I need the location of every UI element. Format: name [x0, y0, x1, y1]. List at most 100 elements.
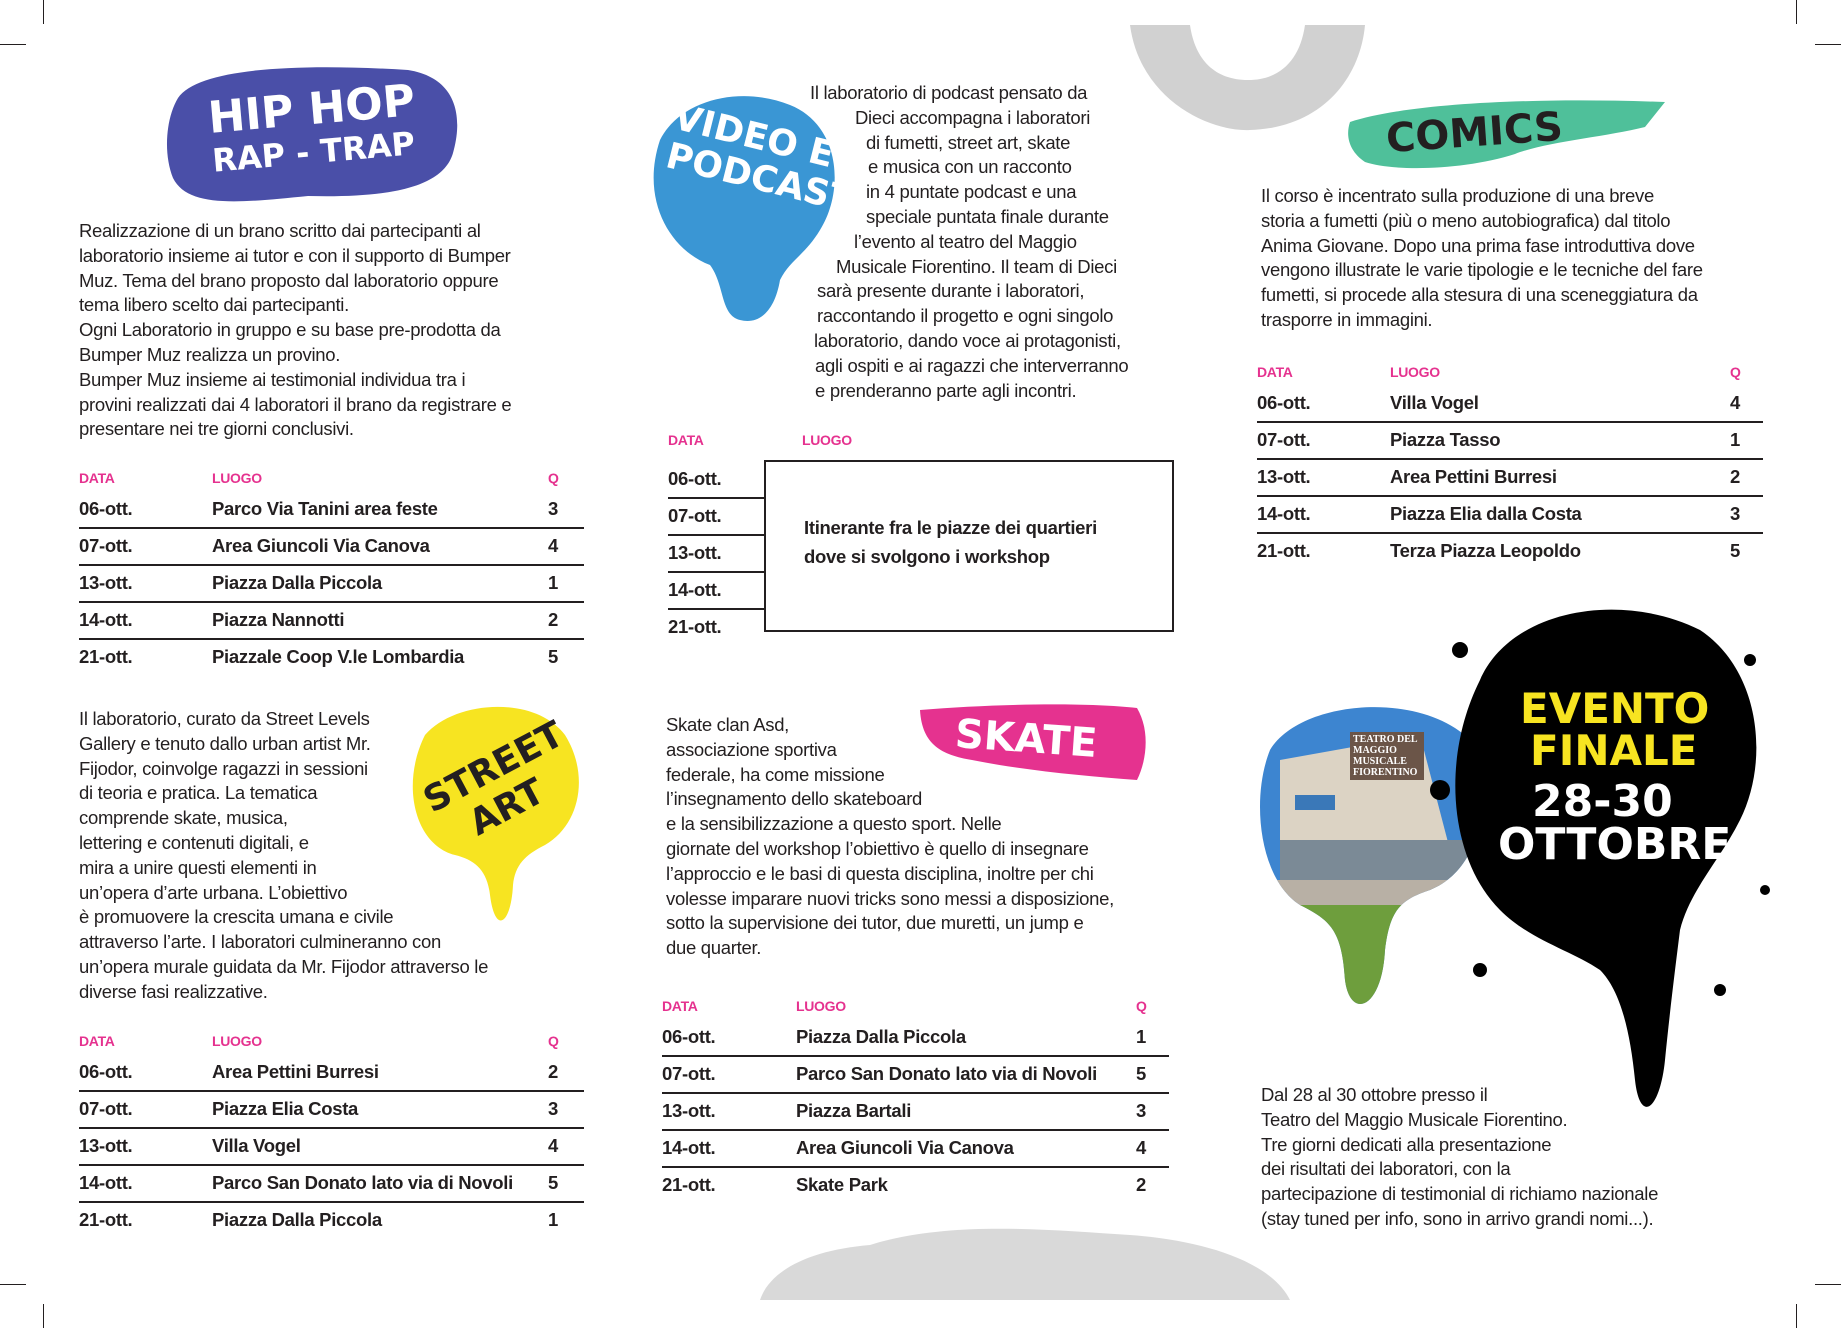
location-cell: Area Pettini Burresi [1390, 466, 1557, 487]
text-line: Muz. Tema del brano proposto dal laborat… [79, 269, 499, 291]
text-line: laboratorio insieme ai tutor e con il su… [79, 244, 511, 266]
text-line: Bumper Muz insieme ai testimonial indivi… [79, 368, 466, 390]
quarter-cell: 3 [548, 498, 558, 519]
table-row: 14-ott. Piazza Elia dalla Costa 3 [1257, 497, 1763, 534]
text-line: speciale puntata finale durante [866, 205, 1109, 227]
skate-description: Skate clan Asd, associazione sportiva fede… [666, 713, 1114, 961]
crop-mark [43, 1304, 44, 1328]
table-row: 13-ott. Villa Vogel 4 [79, 1129, 584, 1166]
quarter-cell: 5 [548, 646, 558, 667]
quarter-cell: 2 [1136, 1174, 1146, 1195]
text-line: Ogni Laboratorio in gruppo e su base pre… [79, 319, 501, 341]
crop-mark [43, 0, 44, 24]
text-line: due quarter. [666, 937, 762, 959]
table-row: 21-ott. Piazzale Coop V.le Lombardia 5 [79, 640, 584, 677]
quarter-cell: 4 [1136, 1137, 1146, 1158]
hiphop-description: Realizzazione di un brano scritto dai pa… [79, 219, 512, 442]
table-row: 07-ott. Area Giuncoli Via Canova 4 [79, 529, 584, 566]
text-line: raccontando il progetto e ogni singolo [817, 305, 1114, 327]
date-cell: 21-ott. [668, 616, 722, 637]
text-line: agli ospiti e ai ragazzi che interverran… [815, 354, 1129, 376]
quarter-cell: 1 [548, 572, 558, 593]
table-row: 06-ott. Villa Vogel 4 [1257, 386, 1763, 423]
evento-description: Dal 28 al 30 ottobre presso il Teatro del… [1261, 1083, 1658, 1232]
location-cell: Piazza Elia Costa [212, 1098, 359, 1119]
location-cell: Parco Via Tanini area feste [212, 498, 438, 519]
date-cell: 21-ott. [662, 1174, 716, 1195]
text-line: presentare nei tre giorni conclusivi. [79, 418, 354, 440]
date-cell: 06-ott. [79, 498, 133, 519]
location-cell: Parco San Donato lato via di Novoli [212, 1172, 513, 1193]
text-line: Bumper Muz realizza un provino. [79, 343, 341, 365]
date-cell: 14-ott. [1257, 503, 1311, 524]
text-line: sotto la supervisione dei tutor, due mur… [666, 912, 1084, 934]
table-row: 21-ott. Piazza Dalla Piccola 1 [79, 1203, 584, 1240]
text-line: (stay tuned per info, sono in arrivo gra… [1261, 1207, 1654, 1229]
text-line: mira a unire questi elementi in [79, 856, 317, 878]
video-schedule-table: DATA LUOGO 06-ott. 07-ott. 13-ott. 14-ott. 2… [668, 432, 1178, 642]
text-line: Musicale Fiorentino. Il team di Dieci [836, 255, 1117, 277]
text-line: Anima Giovane. Dopo una prima fase intro… [1261, 234, 1695, 256]
date-cell: 14-ott. [668, 579, 722, 600]
text-line: diverse fasi realizzative. [79, 980, 268, 1002]
date-cell: 06-ott. [668, 468, 722, 489]
header-luogo: LUOGO [1390, 364, 1440, 380]
location-cell: Skate Park [796, 1174, 888, 1195]
location-cell: Villa Vogel [212, 1135, 301, 1156]
text-line: vengono illustrate le varie tipologie e … [1261, 259, 1703, 281]
finale-title: FINALE [1530, 726, 1698, 775]
text-line: l’insegnamento dello skateboard [666, 788, 923, 810]
table-row: 06-ott. [668, 462, 764, 499]
text-line: Fijodor, coinvolge ragazzi in sessioni [79, 757, 368, 779]
date-cell: 07-ott. [79, 1098, 133, 1119]
table-row: 14-ott. Area Giuncoli Via Canova 4 [662, 1131, 1169, 1168]
date-cell: 13-ott. [79, 1135, 133, 1156]
header-luogo: LUOGO [212, 470, 262, 486]
theatre-sign: TEATRO DEL MAGGIO MUSICALE FIORENTINO [1350, 732, 1424, 780]
text-line: e prenderanno parte agli incontri. [815, 379, 1077, 401]
text-line: Dal 28 al 30 ottobre presso il [1261, 1084, 1488, 1105]
date-cell: 07-ott. [662, 1063, 716, 1084]
text-line: Realizzazione di un brano scritto dai pa… [79, 220, 481, 241]
date-cell: 14-ott. [79, 609, 133, 630]
text-line: è promuovere la crescita umana e civile [79, 906, 394, 928]
evento-month: OTTOBRE [1498, 819, 1732, 870]
text-line: di teoria e pratica. La tematica [79, 782, 318, 804]
text-line: dei risultati dei laboratori, con la [1261, 1158, 1511, 1180]
crop-mark [0, 1284, 26, 1285]
crop-mark [1815, 44, 1841, 45]
street-art-paint-blob [412, 706, 579, 921]
evento-title: EVENTO [1520, 684, 1710, 733]
location-cell: Piazza Elia dalla Costa [1390, 503, 1582, 524]
header-luogo: LUOGO [212, 1033, 262, 1049]
table-row: 07-ott. Piazza Elia Costa 3 [79, 1092, 584, 1129]
date-cell: 14-ott. [79, 1172, 133, 1193]
quarter-cell: 1 [1136, 1026, 1146, 1047]
date-cell: 06-ott. [1257, 392, 1311, 413]
location-cell: Piazza Bartali [796, 1100, 912, 1121]
table-row: 21-ott. Skate Park 2 [662, 1168, 1169, 1205]
location-cell: Villa Vogel [1390, 392, 1479, 413]
text-line: e la sensibilizzazione a questo sport. N… [666, 813, 1002, 835]
table-row: 06-ott. Piazza Dalla Piccola 1 [662, 1020, 1169, 1057]
text-line: Il laboratorio di podcast pensato da [810, 82, 1088, 103]
text-line: partecipazione di testimonial di richiam… [1261, 1183, 1659, 1205]
location-cell: Piazzale Coop V.le Lombardia [212, 646, 465, 667]
text-line: lettering e contenuti digitali, e [79, 831, 309, 853]
text-line: Tre giorni dedicati alla presentazione [1261, 1133, 1552, 1155]
header-q: Q [1730, 364, 1741, 380]
date-cell: 13-ott. [1257, 466, 1311, 487]
table-row: 13-ott. Piazza Bartali 3 [662, 1094, 1169, 1131]
itinerant-box: Itinerante fra le piazze dei quartieri d… [764, 460, 1174, 632]
gray-paint-splash-bottom [760, 1228, 1290, 1300]
location-cell: Piazza Dalla Piccola [212, 572, 382, 593]
text-line: storia a fumetti (più o meno autobiograf… [1261, 209, 1671, 231]
date-cell: 13-ott. [79, 572, 133, 593]
date-cell: 13-ott. [668, 542, 722, 563]
header-data: DATA [668, 432, 704, 448]
location-cell: Piazza Tasso [1390, 429, 1501, 450]
text-line: l’evento al teatro del Maggio [854, 230, 1077, 252]
location-cell: Area Pettini Burresi [212, 1061, 379, 1082]
table-row: 13-ott. Area Pettini Burresi 2 [1257, 460, 1763, 497]
date-cell: 13-ott. [662, 1100, 716, 1121]
